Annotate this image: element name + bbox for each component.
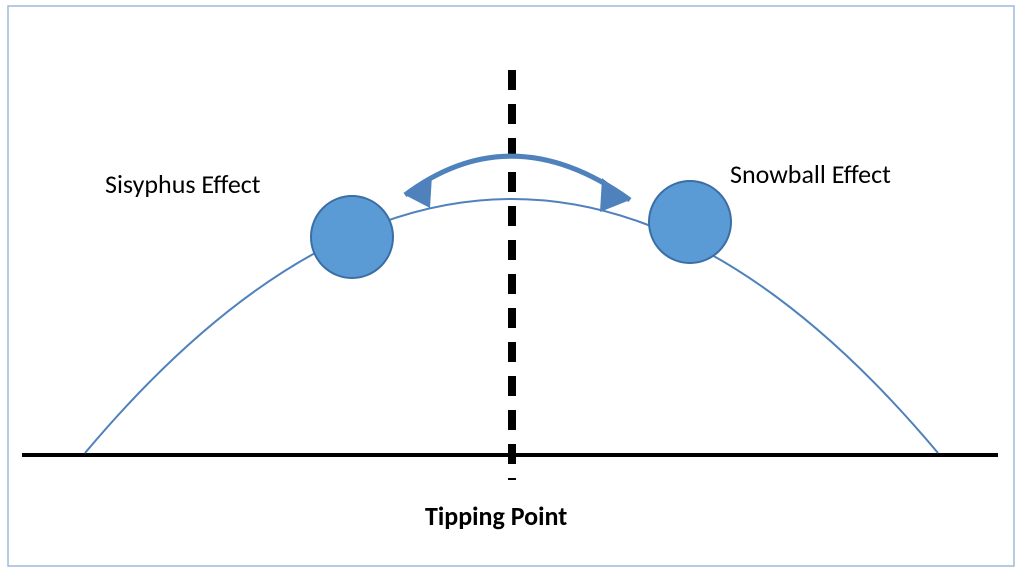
diagram-svg — [0, 0, 1024, 580]
ball-right-icon — [649, 181, 731, 263]
ball-left-icon — [311, 196, 393, 278]
snowball-label: Snowball Effect — [730, 158, 891, 190]
sisyphus-label: Sisyphus Effect — [105, 168, 260, 200]
tipping-label: Tipping Point — [425, 500, 567, 532]
double-arrow-shaft — [405, 156, 630, 200]
diagram-frame: Sisyphus Effect Snowball Effect Tipping … — [0, 0, 1024, 580]
